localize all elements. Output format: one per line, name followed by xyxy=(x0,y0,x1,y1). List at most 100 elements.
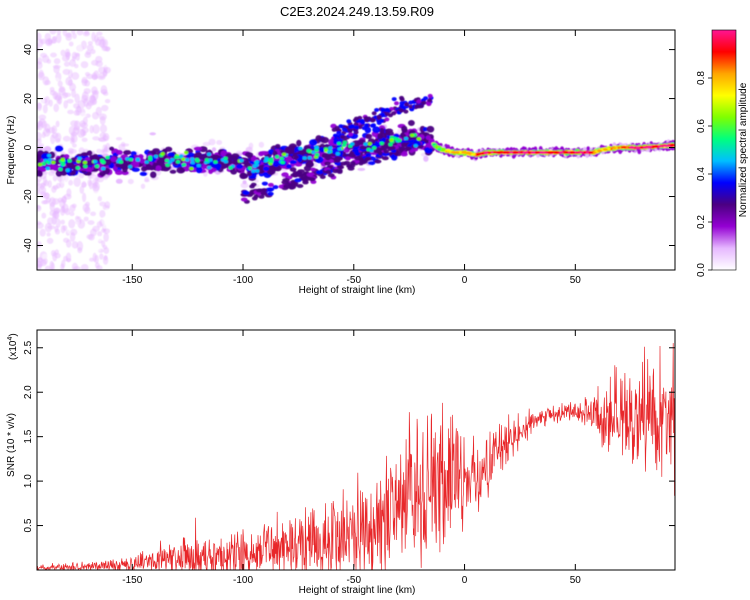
spectrogram-cell xyxy=(47,114,53,121)
spectrogram-cell xyxy=(50,52,57,58)
spectrogram-frame xyxy=(36,29,676,271)
spectrogram-cell xyxy=(87,220,95,226)
spectrogram-cell xyxy=(76,30,84,36)
spectrogram-cell xyxy=(454,151,460,154)
spectrogram-cell xyxy=(51,160,56,165)
spectrogram-cell xyxy=(404,102,410,107)
spectrogram-cell xyxy=(90,93,96,102)
spectrogram-cell xyxy=(195,166,203,174)
spectrogram-cell xyxy=(156,158,166,165)
spectrogram-cell xyxy=(399,103,405,108)
spectrogram-cell xyxy=(513,151,519,154)
spectrogram-cell xyxy=(423,96,429,101)
spectrogram-cell xyxy=(357,167,366,171)
snr-x-ticks: -150 -100 -50 0 50 xyxy=(122,330,581,586)
spectrogram-cell xyxy=(37,162,43,167)
spectrogram-cell xyxy=(65,32,73,41)
spectrogram-cell xyxy=(431,142,437,146)
spectrogram-cell xyxy=(483,151,489,154)
spectrogram-cell xyxy=(401,125,408,133)
spectrogram-cell xyxy=(79,185,85,194)
snr-panel: -150 -100 -50 0 50 0.5 1.0 1.5 2.0 2.5 Height of… xyxy=(6,329,676,596)
spectrogram-cell xyxy=(67,147,74,154)
spectrogram-cell xyxy=(338,124,344,129)
y-tick-label: 0 xyxy=(23,144,34,150)
spectrogram-cell xyxy=(69,211,75,217)
spectrogram-cell xyxy=(348,124,354,129)
spectrogram-cell xyxy=(611,147,617,150)
spectrogram-cell xyxy=(621,145,627,149)
spectrogram-cell xyxy=(413,144,418,148)
spectrogram-cell xyxy=(80,152,89,157)
spectrogram-cell xyxy=(96,235,103,242)
y-tick-label: 1.0 xyxy=(23,474,34,488)
spectrogram-cell xyxy=(52,252,58,262)
y-tick-label: -20 xyxy=(23,189,34,204)
spectrogram-cell xyxy=(65,252,72,263)
spectrogram-cell xyxy=(348,132,354,137)
spectrogram-cell xyxy=(211,147,217,152)
x-tick-label: -150 xyxy=(122,575,142,586)
spectrogram-cell xyxy=(82,31,90,37)
spectrogram-cell xyxy=(190,160,195,165)
spectrogram-cell xyxy=(37,241,42,248)
spectrogram-cell xyxy=(37,154,42,161)
spectrogram-cell xyxy=(99,201,106,207)
spectrogram-cell xyxy=(327,173,335,178)
spectrogram-cell xyxy=(374,159,382,164)
spectrogram-cell xyxy=(83,216,89,222)
snr-y-ticks: 0.5 1.0 1.5 2.0 2.5 xyxy=(23,340,675,533)
spectrogram-cell xyxy=(94,254,99,264)
spectrogram-cell xyxy=(123,150,132,155)
spectrogram-cell xyxy=(642,146,648,149)
colorbar-tick-label: 0.6 xyxy=(696,119,707,133)
spectrogram-cell xyxy=(653,145,659,148)
spectrogram-cell xyxy=(99,253,104,260)
spectrogram-cell xyxy=(284,146,294,153)
spectrogram-cell xyxy=(51,132,59,139)
spectrogram-cell xyxy=(105,155,110,160)
spectrogram-cell xyxy=(70,133,75,143)
spectrogram-cell xyxy=(152,148,160,153)
spectrogram-cell xyxy=(52,64,61,69)
spectrogram-cell xyxy=(389,138,394,142)
spectrogram-cell xyxy=(425,135,431,141)
spectrogram-cell xyxy=(261,181,269,186)
spectrogram-y-label: Frequency (Hz) xyxy=(6,116,17,185)
spectrogram-cell xyxy=(470,153,476,156)
spectrogram-cell xyxy=(67,109,74,115)
spectrogram-cell xyxy=(49,30,57,35)
spectrogram-cell xyxy=(389,146,396,150)
spectrogram-cell xyxy=(388,142,393,147)
spectrogram-cell xyxy=(232,159,239,165)
spectrogram-cell xyxy=(400,152,408,157)
spectrogram-cell xyxy=(149,132,156,136)
spectrogram-cell xyxy=(96,265,103,270)
spectrogram-cell xyxy=(214,163,222,169)
spectrogram-cell xyxy=(47,153,52,158)
spectrogram-cell xyxy=(39,38,47,45)
spectrogram-cell xyxy=(314,148,319,152)
spectrogram-cell xyxy=(243,190,250,195)
spectrogram-cell xyxy=(325,170,332,174)
spectrogram-cell xyxy=(153,154,159,159)
spectrogram-cell xyxy=(97,231,103,237)
spectrogram-cell xyxy=(201,162,207,170)
spectrogram-cell xyxy=(324,154,331,161)
spectrogram-cell xyxy=(363,142,368,146)
spectrogram-cell xyxy=(78,173,85,179)
spectrogram-cell xyxy=(597,149,602,152)
spectrogram-cell xyxy=(49,210,56,217)
spectrogram-cell xyxy=(41,253,49,260)
spectrogram-cell xyxy=(424,146,433,154)
spectrogram-cell xyxy=(91,175,96,184)
spectrogram-cell xyxy=(240,182,249,189)
spectrogram-cell xyxy=(314,145,319,150)
spectrogram-cell xyxy=(240,197,248,202)
spectrogram-cell xyxy=(337,147,342,151)
spectrogram-cell xyxy=(354,116,359,121)
spectrogram-cell xyxy=(77,65,84,74)
spectrogram-cell xyxy=(374,108,380,112)
spectrogram-cell xyxy=(250,182,257,187)
x-tick-label: -100 xyxy=(233,575,253,586)
